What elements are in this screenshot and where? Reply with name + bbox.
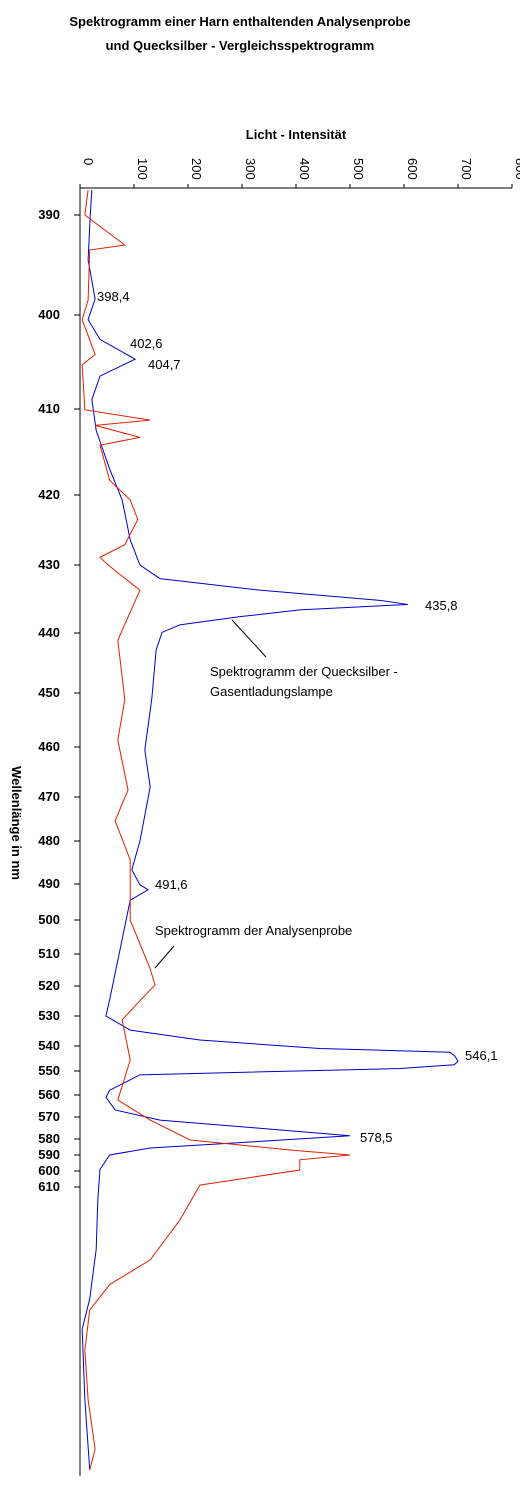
y-tick-label: 500	[38, 912, 60, 927]
y-tick-label: 580	[38, 1131, 60, 1146]
chart-title: und Quecksilber - Vergleichsspektrogramm	[106, 38, 375, 53]
annotation: 578,5	[360, 1130, 393, 1145]
y-tick-label: 590	[38, 1147, 60, 1162]
annotation: 435,8	[425, 598, 458, 613]
y-tick-label: 480	[38, 833, 60, 848]
x-tick-label: 500	[351, 158, 366, 180]
annotation: 398,4	[97, 289, 130, 304]
callout-line	[154, 945, 175, 969]
y-tick-label: 540	[38, 1038, 60, 1053]
annotation: Gasentladungslampe	[210, 684, 333, 699]
y-tick-label: 520	[38, 978, 60, 993]
y-tick-label: 600	[38, 1163, 60, 1178]
annotation: 491,6	[155, 877, 188, 892]
callout-line	[231, 619, 267, 658]
x-tick-label: 800	[513, 158, 520, 180]
y-tick-label: 440	[38, 625, 60, 640]
y-tick-label: 420	[38, 487, 60, 502]
y-tick-label: 550	[38, 1063, 60, 1078]
y-tick-label: 560	[38, 1087, 60, 1102]
y-axis-label: Wellenlänge in nm	[9, 766, 24, 880]
y-tick-label: 410	[38, 401, 60, 416]
x-tick-label: 200	[189, 158, 204, 180]
x-tick-label: 700	[459, 158, 474, 180]
series-line	[81, 189, 351, 1471]
y-tick-label: 530	[38, 1008, 60, 1023]
y-tick-label: 400	[38, 307, 60, 322]
y-tick-label: 430	[38, 557, 60, 572]
x-tick-label: 600	[405, 158, 420, 180]
y-tick-label: 570	[38, 1109, 60, 1124]
y-tick-label: 510	[38, 946, 60, 961]
y-tick-label: 490	[38, 876, 60, 891]
series-line	[81, 189, 459, 1471]
y-tick-label: 610	[38, 1179, 60, 1194]
x-tick-label: 400	[297, 158, 312, 180]
y-tick-label: 390	[38, 207, 60, 222]
annotation: Spektrogramm der Quecksilber -	[210, 664, 398, 679]
y-tick-label: 470	[38, 789, 60, 804]
chart-title: Spektrogramm einer Harn enthaltenden Ana…	[69, 14, 410, 29]
y-tick-label: 460	[38, 739, 60, 754]
x-axis-label: Licht - Intensität	[246, 127, 347, 142]
annotation: Spektrogramm der Analysenprobe	[155, 923, 352, 938]
x-tick-label: 300	[243, 158, 258, 180]
annotation: 402,6	[130, 336, 163, 351]
x-tick-label: 0	[81, 158, 96, 165]
annotation: 404,7	[148, 357, 181, 372]
x-tick-label: 100	[135, 158, 150, 180]
annotation: 546,1	[465, 1048, 498, 1063]
y-tick-label: 450	[38, 685, 60, 700]
